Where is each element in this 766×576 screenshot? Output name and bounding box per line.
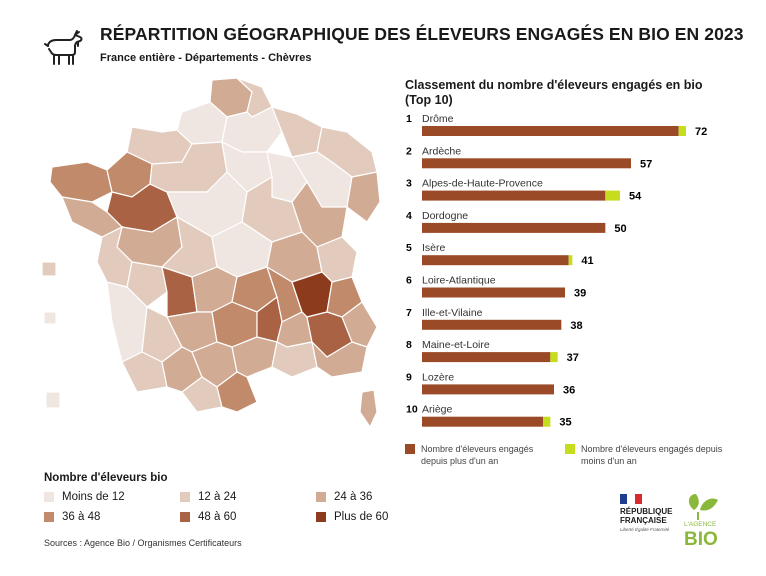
map-region xyxy=(346,171,381,223)
rank-number: 4 xyxy=(406,210,412,222)
bar-more-than-year xyxy=(422,352,551,363)
agence-bio-logo: L'AGENCE BIO xyxy=(684,494,718,550)
bar-total-label: 38 xyxy=(570,320,582,332)
map-legend-title: Nombre d'éleveurs bio xyxy=(44,472,168,484)
bar-more-than-year xyxy=(422,158,631,169)
legend-swatch xyxy=(44,492,54,502)
bar-total-label: 39 xyxy=(574,288,586,300)
category-label: Ariège xyxy=(422,404,453,416)
ranking-title: Classement du nombre d'éleveurs engagés … xyxy=(405,78,703,107)
page-title: RÉPARTITION GÉOGRAPHIQUE DES ÉLEVEURS EN… xyxy=(100,24,744,44)
logo-motto: Liberté Égalité Fraternité xyxy=(620,527,670,532)
legend-label: 12 à 24 xyxy=(198,491,237,503)
map-region xyxy=(49,161,113,203)
map-region xyxy=(271,341,318,378)
bar-more-than-year xyxy=(422,190,606,201)
map-region xyxy=(45,391,61,409)
map-region xyxy=(359,389,378,429)
map-legend-item: 12 à 24 xyxy=(180,491,236,503)
map-legend-item: Plus de 60 xyxy=(316,511,388,523)
logo-text: RÉPUBLIQUE FRANÇAISE xyxy=(620,507,673,525)
logo-text: BIO xyxy=(684,529,718,550)
bar-less-than-year xyxy=(550,352,558,363)
legend-label: 36 à 48 xyxy=(62,511,101,523)
bar-more-than-year xyxy=(422,416,543,427)
map-legend-item: 48 à 60 xyxy=(180,511,236,523)
bar-more-than-year xyxy=(422,384,554,395)
category-label: Ardèche xyxy=(422,145,461,157)
legend-swatch xyxy=(565,444,575,454)
map-legend-item: 24 à 36 xyxy=(316,491,372,503)
bar-more-than-year xyxy=(422,287,565,298)
legend-label: 24 à 36 xyxy=(334,491,373,503)
category-label: Drôme xyxy=(422,113,454,125)
chart-legend: Nombre d'éleveurs engagés depuis plus d'… xyxy=(405,441,745,477)
category-label: Isère xyxy=(422,242,446,254)
map-region xyxy=(216,371,258,413)
bar-total-label: 37 xyxy=(567,352,579,364)
legend-label: Nombre d'éleveurs engagés depuis plus d'… xyxy=(421,444,534,466)
bar-total-label: 41 xyxy=(581,255,593,267)
legend-swatch xyxy=(405,444,415,454)
bar-total-label: 35 xyxy=(559,417,571,429)
legend-label: Moins de 12 xyxy=(62,491,125,503)
map-legend-item: 36 à 48 xyxy=(44,511,100,523)
logo-text: L'AGENCE xyxy=(684,521,717,528)
republique-francaise-logo: RÉPUBLIQUE FRANÇAISE Liberté Égalité Fra… xyxy=(620,494,680,532)
rank-number: 6 xyxy=(406,275,412,287)
france-map xyxy=(41,77,381,429)
bar-total-label: 72 xyxy=(695,126,707,138)
legend-swatch xyxy=(180,512,190,522)
bar-more-than-year xyxy=(422,126,679,136)
page-subtitle: France entière - Départements - Chèvres xyxy=(100,52,312,64)
bar-less-than-year xyxy=(605,190,620,201)
bar-more-than-year xyxy=(422,319,562,330)
legend-swatch xyxy=(316,492,326,502)
bar-less-than-year xyxy=(568,255,573,266)
category-label: Loire-Atlantique xyxy=(422,275,496,287)
rank-number: 10 xyxy=(406,404,418,416)
rank-number: 2 xyxy=(406,145,412,157)
map-region xyxy=(341,301,378,348)
rank-number: 3 xyxy=(406,178,412,190)
rank-number: 1 xyxy=(406,113,412,125)
bar-total-label: 54 xyxy=(629,191,642,203)
map-region xyxy=(311,340,368,378)
map-region xyxy=(43,311,57,325)
map-region xyxy=(126,261,168,308)
legend-item-less-than-year: Nombre d'éleveurs engagés depuis moins d… xyxy=(565,443,725,467)
legend-item-more-than-year: Nombre d'éleveurs engagés depuis plus d'… xyxy=(405,443,555,467)
map-region xyxy=(41,261,57,277)
bar-more-than-year xyxy=(422,222,606,233)
bar-more-than-year xyxy=(422,255,569,266)
category-label: Maine-et-Loire xyxy=(422,339,490,351)
bar-less-than-year xyxy=(678,126,686,136)
category-label: Alpes-de-Haute-Provence xyxy=(422,178,543,190)
category-label: Ille-et-Vilaine xyxy=(422,307,483,319)
legend-label: 48 à 60 xyxy=(198,511,237,523)
rank-number: 9 xyxy=(406,371,412,383)
bar-less-than-year xyxy=(543,416,551,427)
legend-label: Plus de 60 xyxy=(334,511,389,523)
flag-icon xyxy=(620,494,642,504)
rank-number: 8 xyxy=(406,339,412,351)
legend-label: Nombre d'éleveurs engagés depuis moins d… xyxy=(581,444,723,466)
legend-swatch xyxy=(44,512,54,522)
map-legend-item: Moins de 12 xyxy=(44,491,125,503)
legend-swatch xyxy=(316,512,326,522)
source-note: Sources : Agence Bio / Organismes Certif… xyxy=(44,538,242,548)
bar-total-label: 36 xyxy=(563,384,575,396)
legend-swatch xyxy=(180,492,190,502)
rank-number: 7 xyxy=(406,307,412,319)
category-label: Dordogne xyxy=(422,210,468,222)
rank-number: 5 xyxy=(406,242,412,254)
category-label: Lozère xyxy=(422,371,454,383)
bar-total-label: 50 xyxy=(614,223,626,235)
goat-icon xyxy=(44,30,83,65)
bar-total-label: 57 xyxy=(640,158,652,170)
